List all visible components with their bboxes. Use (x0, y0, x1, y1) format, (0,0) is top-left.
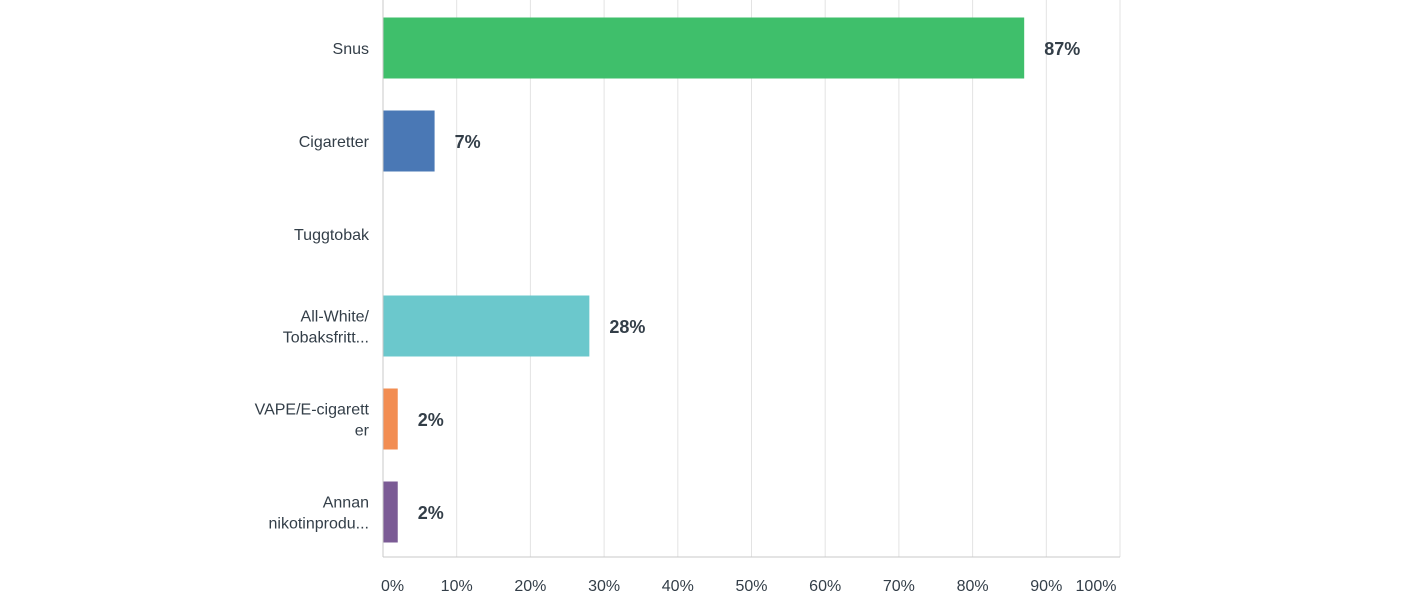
bar (383, 481, 398, 543)
bars (383, 17, 1025, 543)
category-label: Annan (323, 495, 369, 512)
category-label: Snus (333, 41, 369, 58)
category-label: nikotinprodu... (268, 516, 369, 533)
x-tick-label: 40% (662, 578, 694, 595)
bar (383, 17, 1025, 79)
bar (383, 110, 435, 172)
data-label: 87% (1044, 39, 1080, 59)
x-tick-label: 60% (809, 578, 841, 595)
category-label: Tobaksfritt... (283, 330, 369, 347)
data-label: 2% (418, 503, 444, 523)
x-tick-label: 10% (441, 578, 473, 595)
x-tick-label: 30% (588, 578, 620, 595)
x-tick-label: 80% (957, 578, 989, 595)
axes (382, 0, 1120, 558)
x-tick-label: 90% (1030, 578, 1062, 595)
data-labels: 87% 7% 28% 2% 2% (418, 39, 1080, 523)
gridlines (456, 0, 1121, 557)
category-label: Cigaretter (299, 134, 370, 151)
x-tick-label: 0% (381, 578, 404, 595)
x-tick-label: 100% (1076, 578, 1117, 595)
x-tick-labels: 0% 10% 20% 30% 40% 50% 60% 70% 80% 90% 100% (381, 578, 1116, 595)
x-tick-label: 70% (883, 578, 915, 595)
category-label: VAPE/E-cigarett (255, 402, 370, 419)
category-label: Tuggtobak (294, 227, 370, 244)
bar (383, 295, 590, 357)
x-tick-label: 20% (514, 578, 546, 595)
category-label: All-White/ (301, 309, 370, 326)
bar (383, 388, 398, 450)
data-label: 28% (609, 317, 645, 337)
data-label: 7% (455, 132, 481, 152)
category-label: er (355, 423, 370, 440)
x-tick-label: 50% (735, 578, 767, 595)
data-label: 2% (418, 410, 444, 430)
category-labels: Snus Cigaretter Tuggtobak All-White/Tobaksf… (255, 41, 370, 533)
